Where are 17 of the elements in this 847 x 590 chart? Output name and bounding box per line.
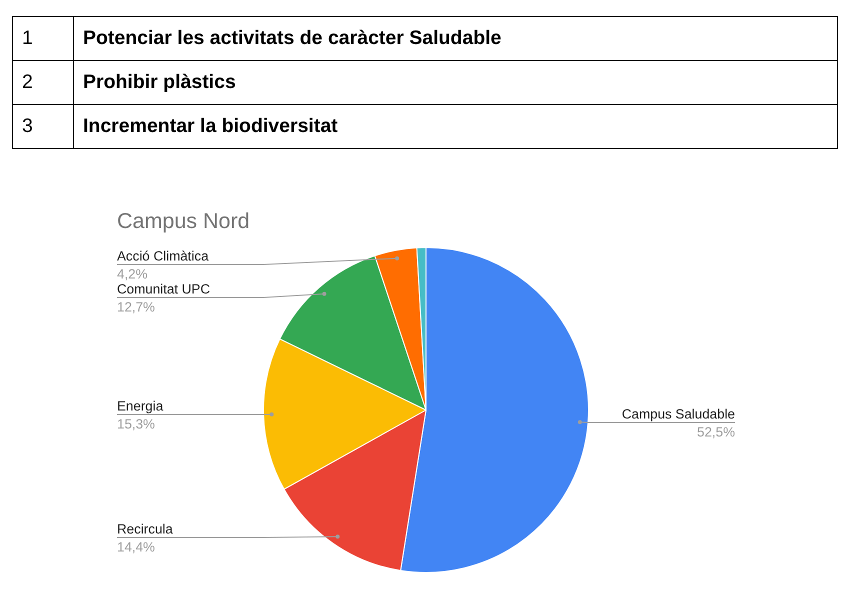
slice-label: Acció Climàtica — [117, 248, 210, 264]
text: Prohibir plàstics — [74, 60, 838, 104]
slice-label: Recircula — [117, 522, 174, 536]
text: Potenciar les activitats de caràcter Saludable — [74, 16, 838, 60]
text: Incrementar la biodiversitat — [74, 104, 838, 148]
data-label: 14,4% — [117, 540, 156, 554]
slice-label: Energia — [117, 398, 164, 414]
slice-label: Campus Saludable — [622, 406, 735, 422]
text: 1 — [12, 16, 74, 60]
data-label: 12,7% — [117, 300, 156, 314]
slice-label: Comunitat UPC — [117, 282, 210, 296]
text: 3 — [12, 104, 74, 148]
data-label: 52,5% — [697, 424, 736, 440]
chart-title: Campus Nord — [117, 209, 250, 233]
data-label: 15,3% — [117, 416, 156, 432]
data-label: 4,2% — [117, 266, 148, 282]
text: 2 — [12, 60, 74, 104]
